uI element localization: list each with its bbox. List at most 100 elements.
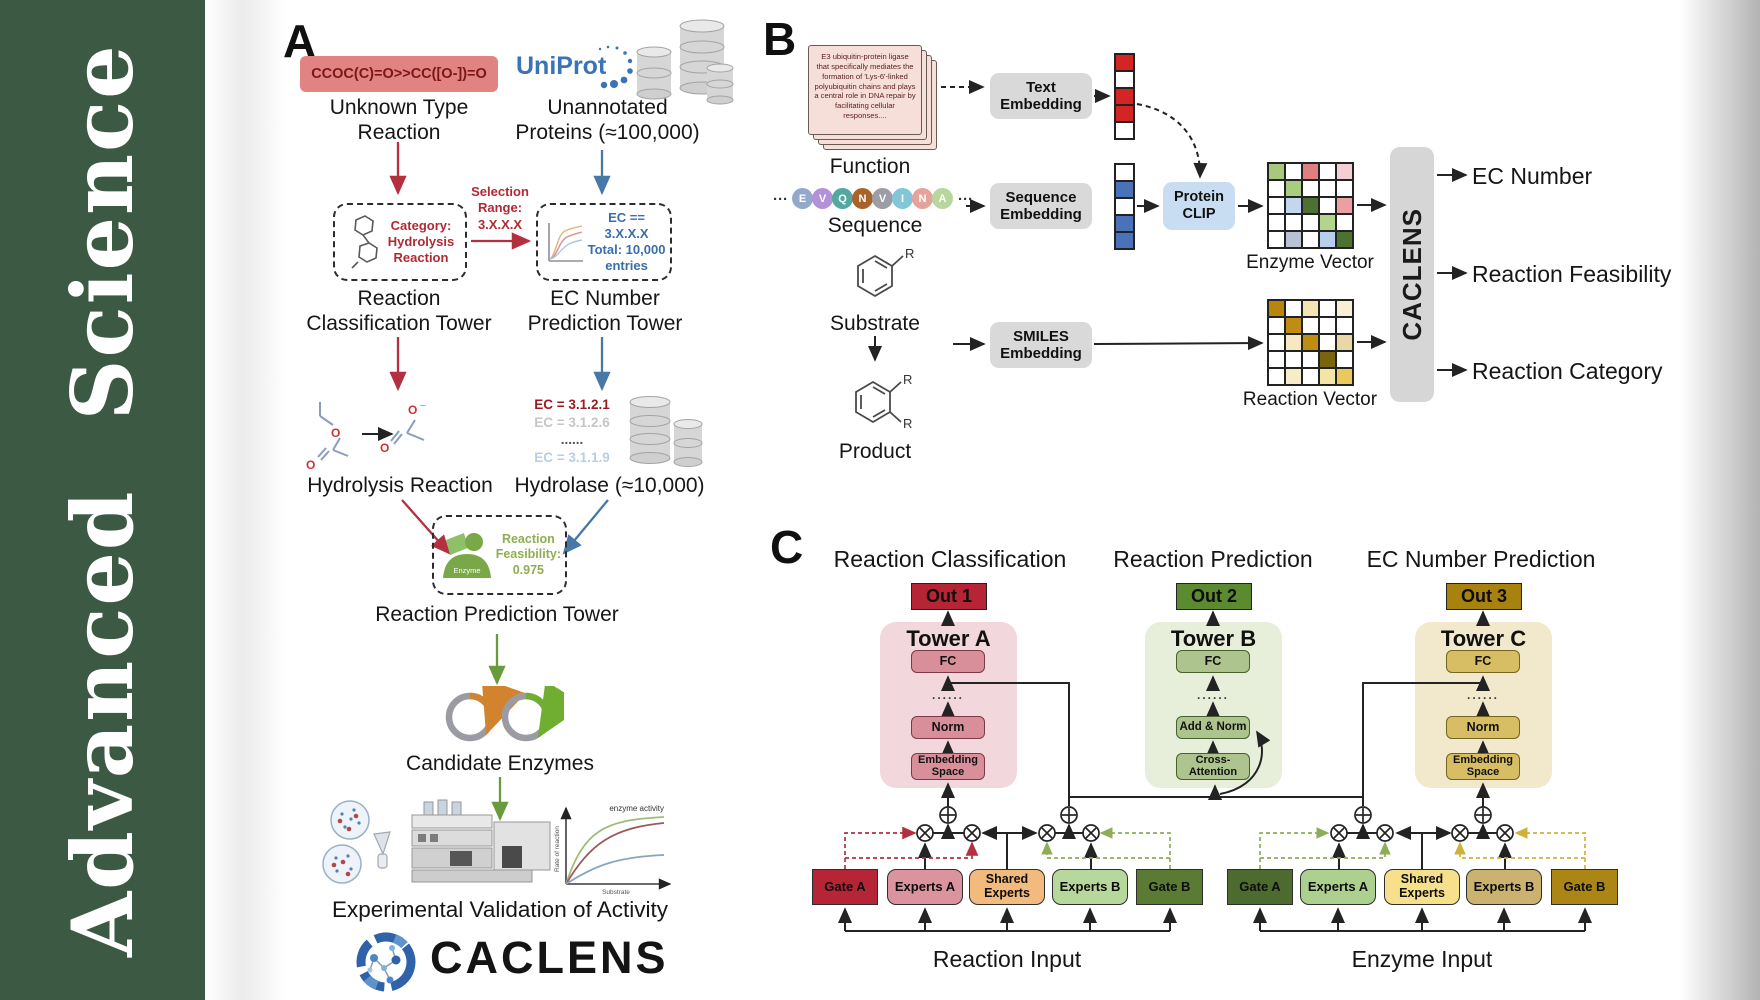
tower-a-fc: FC	[911, 650, 985, 673]
svg-text:–: –	[420, 400, 426, 411]
tower-a-title: Tower A	[906, 626, 991, 651]
multiply-node	[1376, 824, 1394, 842]
residue-badge: V	[872, 188, 893, 209]
reaction-gate-b-box: Gate B	[1136, 869, 1203, 905]
reaction-shared-experts-box: Shared Experts	[969, 869, 1045, 905]
caclens-model-box: CACLENS	[1390, 147, 1434, 402]
uniprot-swirl-icon	[598, 45, 633, 89]
sequence-ellipsis: ···	[773, 191, 788, 208]
function-card-front: E3 ubiquitin-protein ligase that specifi…	[808, 45, 922, 135]
residue-badge: V	[812, 188, 833, 209]
multiply-node	[1082, 824, 1100, 842]
database-icon	[636, 19, 734, 105]
ec-tower-caption: EC Number Prediction Tower	[527, 287, 683, 335]
output-reaction-category: Reaction Category	[1472, 358, 1663, 384]
benzene-substrate-icon: R	[857, 246, 914, 298]
heading-reaction-classification: Reaction Classification	[833, 546, 1067, 572]
enzyme-vector-grid	[1267, 162, 1354, 249]
tower-a-norm: Norm	[911, 716, 985, 739]
protein-clip-box: Protein CLIP	[1163, 182, 1235, 230]
reaction-vector-caption: Reaction Vector	[1242, 389, 1378, 410]
residue-badge: I	[892, 188, 913, 209]
ec-entry: EC = 3.1.2.6	[534, 414, 610, 430]
enzyme-icon: Enzyme	[443, 533, 491, 578]
page-edge-shade	[1680, 0, 1760, 1000]
graph-xlabel: Substrate	[602, 889, 630, 896]
tower-b-cross-attention: Cross- Attention	[1176, 753, 1250, 780]
tower-c-fc: FC	[1446, 650, 1520, 673]
sequence-ellipsis: ···	[958, 191, 973, 208]
tower-a-dots: ......	[931, 688, 964, 702]
output-ec-number: EC Number	[1472, 163, 1593, 189]
hplc-instrument-icon	[411, 799, 551, 883]
ec-selection-box: EC == 3.X.X.X Total: 10,000 entries	[536, 203, 672, 281]
gate-routes	[844, 826, 1586, 869]
heading-reaction-prediction: Reaction Prediction	[1113, 546, 1313, 572]
ec-ellipsis: ......	[560, 432, 584, 448]
activity-graph: enzyme activity Rate of reaction Substra…	[554, 804, 672, 896]
substrate-caption: Substrate	[830, 312, 920, 335]
residue-badge: Q	[832, 188, 853, 209]
svg-text:O: O	[331, 426, 340, 440]
molecule-icon	[351, 215, 378, 269]
residue-badge: A	[932, 188, 953, 209]
ec-note: EC == 3.X.X.X Total: 10,000 entries	[587, 209, 666, 274]
multiply-node	[1496, 824, 1514, 842]
journal-spine: Advanced Science	[0, 0, 205, 1000]
smiles-reaction-box: CCOC(C)=O>>CC([O-])=O	[300, 56, 498, 92]
out-1-box: Out 1	[911, 583, 987, 610]
hydrolysis-caption: Hydrolysis Reaction	[307, 474, 493, 497]
reaction-experts-a-box: Experts A	[887, 869, 963, 905]
enzyme-input-caption: Enzyme Input	[1351, 946, 1493, 972]
svg-text:O: O	[408, 403, 417, 417]
panel-c-label: C	[770, 521, 804, 573]
ec-number-list: EC = 3.1.2.1 EC = 3.1.2.6 ...... EC = 3.…	[516, 396, 628, 466]
tower-b-add-norm: Add & Norm	[1176, 716, 1250, 739]
svg-text:R: R	[905, 246, 914, 261]
svg-text:UniProt: UniProt	[516, 52, 607, 80]
multiply-node	[1038, 824, 1056, 842]
classification-result-box: Category: Hydrolysis Reaction	[333, 203, 467, 281]
ec-entry: EC = 3.1.2.1	[534, 397, 610, 412]
tower-c-title: Tower C	[1440, 626, 1527, 651]
enzyme-experts-b-box: Experts B	[1466, 869, 1542, 905]
unannotated-proteins-caption: Unannotated Proteins (≈100,000)	[515, 96, 700, 144]
svg-text:O: O	[306, 458, 315, 472]
text-embedding-vector	[1114, 53, 1135, 140]
svg-text:R: R	[903, 372, 912, 387]
reaction-vector-grid	[1267, 299, 1354, 386]
smiles-embedding-box: SMILES Embedding	[990, 322, 1092, 368]
tower-b-dots: ......	[1196, 688, 1229, 702]
enzyme-gate-a-box: Gate A	[1227, 869, 1293, 905]
tower-b-fc: FC	[1176, 650, 1250, 673]
ec-entry: EC = 3.1.1.9	[534, 449, 610, 465]
tower-c-dots: ......	[1466, 688, 1499, 702]
classification-tower-caption: Reaction Classification Tower	[306, 287, 492, 335]
multiply-node	[916, 824, 934, 842]
benzene-product-icon: R R	[855, 372, 912, 431]
add-node	[1354, 806, 1372, 824]
enzyme-gate-b-box: Gate B	[1551, 869, 1618, 905]
add-node	[1474, 806, 1492, 824]
validation-caption: Experimental Validation of Activity	[332, 897, 668, 922]
svg-text:O: O	[380, 441, 389, 455]
prediction-tower-caption: Reaction Prediction Tower	[375, 603, 619, 626]
graph-title: enzyme activity	[609, 804, 664, 813]
sequence-caption: Sequence	[827, 214, 923, 237]
output-reaction-feasibility: Reaction Feasibility	[1472, 261, 1672, 287]
multiply-node	[1451, 824, 1469, 842]
validation-graphics: enzyme activity Rate of reaction Substra…	[322, 799, 672, 896]
add-node	[1060, 806, 1078, 824]
category-note: Category: Hydrolysis Reaction	[387, 217, 455, 266]
panel-b-label: B	[763, 13, 797, 65]
enzyme-shared-experts-box: Shared Experts	[1384, 869, 1460, 905]
residue-badge: N	[912, 188, 933, 209]
enzyme-experts-a-box: Experts A	[1300, 869, 1376, 905]
tower-c-norm: Norm	[1446, 716, 1520, 739]
moe-operator-nodes	[916, 806, 1514, 842]
tower-b-title: Tower B	[1170, 626, 1257, 651]
database-icon	[629, 396, 703, 467]
sequence-embedding-box: Sequence Embedding	[990, 183, 1092, 229]
reaction-experts-b-box: Experts B	[1052, 869, 1128, 905]
